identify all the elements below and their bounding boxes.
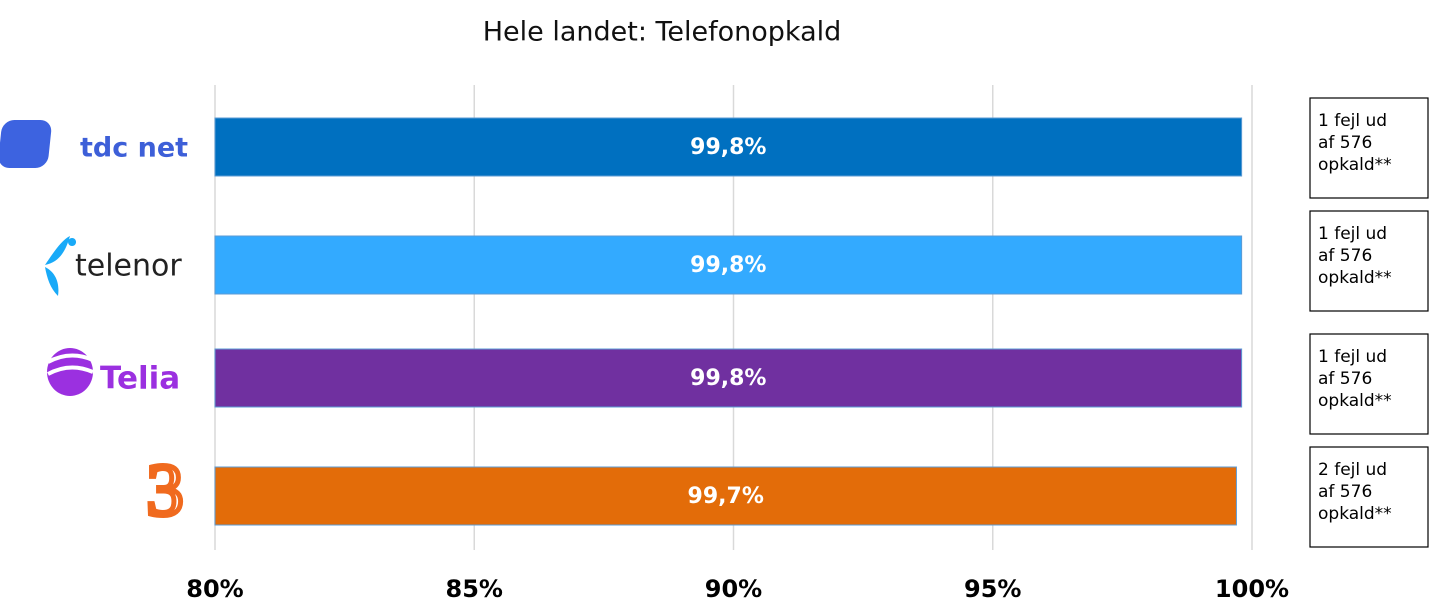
category-label: tdc net bbox=[80, 133, 188, 164]
x-tick-label: 90% bbox=[705, 575, 762, 603]
annotation-text: af 576 bbox=[1318, 482, 1372, 502]
telenor-logo-icon bbox=[45, 236, 77, 296]
value-label: 99,8% bbox=[690, 253, 766, 278]
annotation-text: opkald** bbox=[1318, 504, 1392, 524]
bar bbox=[214, 117, 1243, 177]
category-label: Telia bbox=[100, 361, 180, 397]
chart-title: Hele landet: Telefonopkald bbox=[483, 17, 842, 48]
annotation-box bbox=[1309, 333, 1429, 435]
annotation-text: opkald** bbox=[1318, 391, 1392, 411]
annotation-text: opkald** bbox=[1318, 268, 1392, 288]
annotation-box bbox=[1309, 210, 1429, 312]
annotation-box bbox=[1309, 446, 1429, 548]
bar bbox=[214, 466, 1237, 526]
annotation-text: 1 fejl ud bbox=[1318, 347, 1387, 367]
annotation-text: af 576 bbox=[1318, 133, 1372, 153]
annotation-text: 1 fejl ud bbox=[1318, 111, 1387, 131]
annotation-text: af 576 bbox=[1318, 246, 1372, 266]
category-label: 3 bbox=[147, 450, 184, 532]
annotation-box bbox=[1309, 97, 1429, 199]
value-label: 99,8% bbox=[690, 135, 766, 160]
value-label: 99,7% bbox=[688, 484, 764, 509]
x-tick-label: 85% bbox=[446, 575, 503, 603]
x-tick-label: 100% bbox=[1215, 575, 1289, 603]
tdc-logo-icon bbox=[0, 120, 52, 168]
category-label: telenor bbox=[75, 249, 182, 284]
annotation-text: af 576 bbox=[1318, 369, 1372, 389]
telia-logo-icon bbox=[47, 348, 93, 396]
telia-logo-stripes bbox=[47, 353, 94, 376]
x-tick-label: 95% bbox=[964, 575, 1021, 603]
x-tick-label: 80% bbox=[186, 575, 243, 603]
annotation-text: 1 fejl ud bbox=[1318, 224, 1387, 244]
bar bbox=[214, 348, 1243, 408]
annotation-text: opkald** bbox=[1318, 155, 1392, 175]
bar bbox=[214, 235, 1243, 295]
value-label: 99,8% bbox=[690, 366, 766, 391]
annotation-text: 2 fejl ud bbox=[1318, 460, 1387, 480]
